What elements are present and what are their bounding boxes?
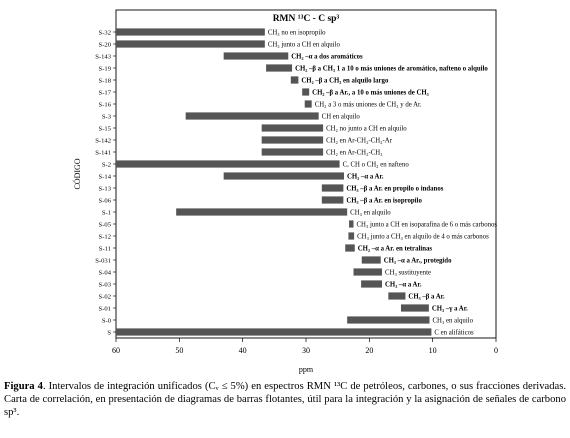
category-code: S-0 [102,318,112,325]
category-code: S-04 [99,270,112,277]
category-code: S [107,330,111,337]
bar-label: CH₃ en alquilo [350,210,391,217]
range-bar [185,112,319,120]
figure-label: Figura 4 [4,381,43,392]
bar-label: CH₂ no junto a CH en alquilo [326,126,407,133]
category-code: S-16 [99,102,112,109]
x-tick-label: 30 [302,346,310,355]
bar-label: CH₂ –β a Ar., a 10 o más uniones de CH₃ [312,90,429,97]
caption-text: . Intervalos de integración unificados (… [4,381,566,418]
bar-label: CH₂ en Ar-CH₂-CH₂-Ar [326,138,393,145]
range-bar [116,40,265,48]
bar-label: CH₃ junto a CH en alquilo [268,42,341,49]
category-code: S-11 [99,246,111,253]
range-bar [349,220,354,228]
x-tick-label: 10 [429,346,437,355]
category-code: S-02 [99,294,111,301]
category-code: S-17 [99,90,112,97]
category-code: S-13 [99,186,112,193]
category-code: S-01 [99,306,111,313]
category-code: S-142 [95,138,111,145]
category-code: S-141 [95,150,111,157]
category-code: S-2 [102,162,111,169]
range-bar [388,292,406,300]
range-bar [116,328,432,336]
category-code: S-19 [99,66,112,73]
range-bar [261,136,324,144]
bar-label: CH₃ –β a Ar. en propilo o indanos [346,186,443,193]
bar-label: CH₃ –γ a Ar. [432,306,468,313]
bar-label: CH₃ no en isopropilo [268,30,326,37]
y-axis-label: CÓDIGO [72,158,82,189]
range-bar [261,148,324,156]
bar-label: C en alifáticos [434,330,474,337]
category-code: S-14 [99,174,112,181]
bar-label: CH₂ en Ar-CH₂-CH₃ [326,150,383,157]
range-bar [321,184,344,192]
range-bar [345,244,355,252]
category-codes: S-32 S-20 S-143 S-19 S-18 S-17 S-16 S-3 S-15 S-14… [95,30,116,337]
x-tick-label: 20 [365,346,373,355]
bar-label: C, CH o CH₂ en nafteno [343,162,410,169]
range-bar [353,268,382,276]
category-code: S-031 [95,258,111,265]
category-code: S-32 [99,30,111,37]
category-code: S-05 [99,222,112,229]
range-bar [302,88,310,96]
bar-label: CH₂ –α a Ar. en tetralinas [358,246,433,253]
category-code: S-3 [102,114,112,121]
bar-label: CH en alquilo [322,114,361,121]
x-tick-label: 0 [494,346,498,355]
bar-label: CH₂ –β a CH₃ en alquilo largo [301,78,389,85]
bar-label: CH₃ sustituyente [385,270,431,277]
range-bar [116,28,265,36]
category-code: S-06 [99,198,112,205]
range-bar [266,64,293,72]
range-bar [348,232,355,240]
bars-group [116,28,432,336]
range-bar [261,124,324,132]
figure-caption: Figura 4. Intervalos de integración unif… [4,380,566,419]
bar-label: CH₃ –α a Ar., protegido [384,258,452,265]
range-bar [401,304,429,312]
chart-title: RMN ¹³C - C sp³ [273,14,340,24]
category-code: S-20 [99,42,112,49]
range-bar [361,256,381,264]
range-bar [176,208,348,216]
bar-label: CH₃ en alquilo [433,318,474,325]
range-bar [347,316,430,324]
bar-label: CH₃ junto a CH en isoparafina de 6 o más… [357,222,498,229]
bar-label: CH₂ –β a CH₃ 1 a 10 o más uniones de aro… [295,66,488,73]
bar-label: CH₃ –α a Ar. [385,282,422,289]
range-bar [290,76,299,84]
bar-label: CH₃ –β a Ar. en isopropilo [346,198,422,205]
range-bar [361,280,382,288]
x-tick-label: 50 [175,346,183,355]
bar-label: CH₃ junto a CH₃ en alquilo de 4 o más ca… [357,234,489,241]
x-axis-ticks: 60 50 40 30 20 10 0 [112,338,498,355]
range-bar [321,196,344,204]
bar-label: CH₂ –α a dos aromáticos [291,54,363,61]
x-axis-label: ppm [299,365,314,374]
category-code: S-03 [99,282,112,289]
x-tick-label: 60 [112,346,120,355]
bar-label: CH₃ –β a Ar. [408,294,445,301]
range-bar [116,160,340,168]
floating-bar-chart: RMN ¹³C - C sp³ S-32S-20S-143S-19S-18S-1… [72,9,498,374]
range-bar [304,100,312,108]
category-code: S-1 [102,210,111,217]
bar-label: CH₂ –α a Ar. [347,174,384,181]
range-bar [223,52,289,60]
x-tick-label: 40 [239,346,247,355]
category-code: S-12 [99,234,111,241]
category-code: S-15 [99,126,112,133]
bar-label: CH₂ a 3 o más uniones de CH₃ y de Ar. [315,102,422,109]
category-code: S-143 [95,54,111,61]
range-bar [223,172,344,180]
bar-labels: CH₃ no en isopropilo CH₃ junto a CH en al… [268,30,498,337]
category-code: S-18 [99,78,112,85]
